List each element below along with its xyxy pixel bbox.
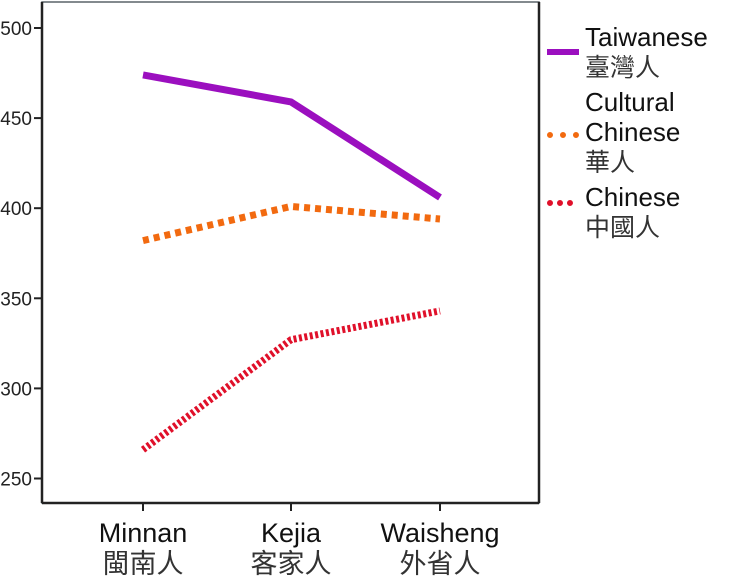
y-axis: 250 300 350 400 450 500 — [0, 19, 42, 491]
series-line-taiwanese — [142, 71, 442, 201]
x-category-label-zh: 客家人 — [251, 549, 332, 580]
legend: Taiwanese 臺灣人 Cultural Chinese 華人 Chines… — [545, 22, 733, 247]
y-tick-label: 300 — [0, 379, 32, 400]
legend-label-zh: 臺灣人 — [585, 53, 661, 82]
x-category-label: Minnan — [99, 518, 188, 548]
legend-swatch-cultural-chinese — [547, 132, 579, 138]
x-category-label-zh: 外省人 — [400, 549, 481, 580]
y-tick-label: 500 — [0, 19, 32, 40]
plot-frame — [40, 1, 541, 505]
legend-label-zh: 中國人 — [585, 213, 661, 242]
legend-label-en-2: Chinese — [585, 117, 681, 147]
y-tick-label: 250 — [0, 470, 32, 491]
legend-item-chinese: Chinese 中國人 — [545, 182, 733, 243]
series-line-chinese — [140, 307, 441, 453]
x-category-label-zh: 閩南人 — [103, 549, 184, 580]
legend-swatch-chinese — [547, 200, 573, 206]
legend-swatch-taiwanese — [547, 49, 579, 55]
series-lines — [140, 71, 442, 453]
y-tick-label: 400 — [0, 199, 32, 220]
y-tick-label: 450 — [0, 109, 32, 130]
x-category-label: Kejia — [261, 518, 322, 548]
legend-label-en: Taiwanese — [585, 22, 708, 52]
legend-label-zh: 華人 — [585, 148, 636, 177]
legend-item-cultural-chinese: Cultural Chinese 華人 — [545, 87, 733, 178]
legend-label-en: Cultural — [585, 87, 675, 117]
x-category-label: Waisheng — [380, 518, 499, 548]
y-tick-label: 350 — [0, 289, 32, 310]
legend-item-taiwanese: Taiwanese 臺灣人 — [545, 22, 733, 83]
legend-label-en: Chinese — [585, 182, 681, 212]
